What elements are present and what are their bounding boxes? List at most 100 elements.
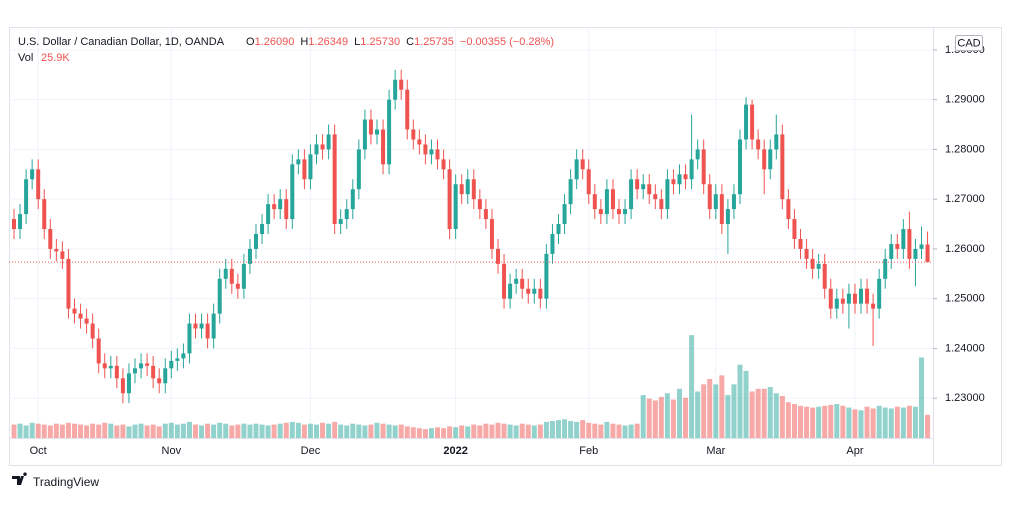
currency-box[interactable] xyxy=(955,35,983,51)
volume-bar xyxy=(471,424,477,438)
volume-bar xyxy=(816,406,822,438)
candle-body xyxy=(526,288,531,294)
candle-body xyxy=(617,209,621,215)
y-tick-label: 1.25000 xyxy=(945,293,985,305)
y-tick-label: 1.27000 xyxy=(945,193,985,205)
volume-bar xyxy=(562,419,568,438)
candle-body xyxy=(508,283,513,299)
candle-body xyxy=(417,139,422,145)
candle-body xyxy=(114,365,119,379)
candle-body xyxy=(120,378,125,394)
volume-bar xyxy=(65,422,71,438)
candle-body xyxy=(913,248,918,259)
volume-bar xyxy=(428,428,434,438)
x-tick-label: Dec xyxy=(301,445,321,457)
volume-bar xyxy=(725,395,731,438)
volume-bar xyxy=(295,422,301,438)
volume-bar xyxy=(241,423,247,438)
volume-bar xyxy=(72,423,77,438)
volume-bar xyxy=(277,423,283,438)
candle-body xyxy=(562,204,567,225)
volume-bar xyxy=(459,425,465,438)
volume-bar xyxy=(846,407,852,438)
candle-body xyxy=(828,288,833,309)
volume-bar xyxy=(168,422,174,438)
volume-bar xyxy=(731,384,737,438)
volume-bar xyxy=(501,423,507,438)
candle-body xyxy=(895,243,900,249)
candle-body xyxy=(133,368,137,374)
currency[interactable]: CAD xyxy=(957,37,980,49)
candle-body xyxy=(350,189,355,210)
candle-body xyxy=(163,368,168,384)
volume-bar xyxy=(108,423,114,438)
volume-bar xyxy=(156,426,162,438)
candle-body xyxy=(798,238,803,249)
candle-body xyxy=(399,79,404,90)
candle-body xyxy=(278,199,283,210)
candle-body xyxy=(635,179,640,190)
volume-bar xyxy=(338,424,344,438)
candle-body xyxy=(356,149,361,190)
volume-bar xyxy=(174,424,180,438)
candle-body xyxy=(284,199,289,220)
candle-body xyxy=(241,263,246,289)
volume-bar xyxy=(749,391,755,438)
vol-value: 25.9K xyxy=(41,52,70,64)
candle-body xyxy=(683,174,688,180)
volume-bar xyxy=(767,387,773,438)
volume-bar xyxy=(392,425,398,438)
candle-body xyxy=(502,263,507,299)
candle-body xyxy=(610,189,615,210)
candle-body xyxy=(96,338,101,364)
h-label: H xyxy=(300,36,308,48)
volume-bar xyxy=(683,397,689,438)
volume-bar xyxy=(314,424,319,438)
volume-bar xyxy=(441,428,447,438)
volume-bar xyxy=(138,423,144,438)
volume-bar xyxy=(35,423,41,438)
x-tick-label: Oct xyxy=(30,445,47,457)
candle-body xyxy=(90,323,95,339)
volume-bar xyxy=(17,423,23,438)
volume-bar xyxy=(144,425,150,438)
candle-body xyxy=(750,104,755,140)
volume-bar xyxy=(537,424,543,438)
x-tick-label: Apr xyxy=(846,445,863,457)
y-tick-label: 1.24000 xyxy=(945,342,985,354)
volume-bar xyxy=(707,378,713,438)
candle-body xyxy=(247,248,252,264)
candle-body xyxy=(187,323,192,354)
candle-body xyxy=(792,219,797,239)
candle-body xyxy=(381,129,386,165)
candle-body xyxy=(266,204,271,225)
volume-bar xyxy=(132,424,138,438)
candle-body xyxy=(338,219,343,225)
candle-body xyxy=(375,129,379,135)
y-tick-label: 1.23000 xyxy=(945,392,985,404)
candle-body xyxy=(816,263,821,269)
candle-body xyxy=(834,298,839,309)
volume-bar xyxy=(858,410,864,438)
volume-bar xyxy=(834,404,840,438)
candle-body xyxy=(713,194,718,210)
candle-body xyxy=(36,169,41,200)
volume-bar xyxy=(513,425,519,438)
volume-bar xyxy=(422,429,428,438)
volume-pane xyxy=(11,335,931,438)
y-tick-label: 1.26000 xyxy=(945,243,985,255)
c-value: 1.25735 xyxy=(414,36,454,48)
candle-body xyxy=(181,353,186,359)
volume-bar xyxy=(876,405,882,438)
candle-body xyxy=(707,184,712,210)
volume-bar xyxy=(912,406,918,438)
volume-bar xyxy=(580,420,586,438)
vol-label: Vol xyxy=(18,52,33,64)
candle-body xyxy=(780,134,785,200)
candle-body xyxy=(623,209,628,215)
volume-bar xyxy=(755,388,761,438)
volume-bar xyxy=(689,335,695,438)
x-tick-label: Feb xyxy=(579,445,598,457)
candle-body xyxy=(54,248,59,252)
candle-body xyxy=(217,278,222,314)
